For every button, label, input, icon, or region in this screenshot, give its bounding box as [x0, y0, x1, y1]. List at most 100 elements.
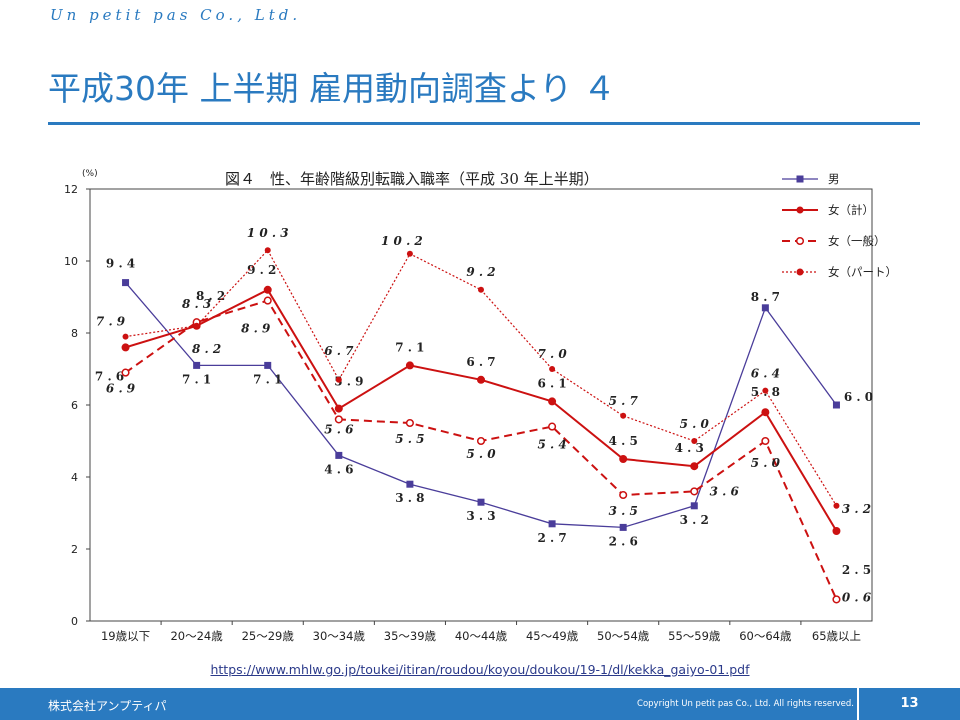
data-point: [334, 415, 343, 424]
data-label: 2 . 5: [842, 563, 871, 577]
x-tick-label: 55～59歳: [668, 629, 721, 643]
data-label: 5 . 4: [537, 438, 566, 452]
data-point: [690, 502, 698, 510]
y-tick-label: 0: [71, 615, 78, 628]
data-point: [832, 401, 840, 409]
data-point: [762, 387, 769, 394]
copyright-text: Copyright Un petit pas Co., Ltd. All rig…: [637, 699, 854, 709]
data-label: 8 . 2: [192, 342, 221, 356]
data-point: [193, 322, 200, 329]
data-point: [264, 361, 272, 369]
data-label: 3 . 2: [680, 513, 709, 527]
data-label: 9 . 2: [466, 265, 495, 279]
plot-frame: [89, 188, 873, 622]
page-number: 13: [900, 696, 919, 711]
data-point: [619, 523, 627, 531]
data-label: 2 . 7: [537, 531, 566, 545]
legend-label: 女（計）: [828, 203, 874, 217]
data-point: [406, 480, 414, 488]
x-tick-label: 30～34歳: [313, 629, 366, 643]
data-label: 7 . 0: [537, 347, 567, 361]
data-label: 6 . 9: [106, 382, 136, 396]
legend-label: 女（パート）: [828, 265, 897, 279]
x-tick-label: 20～24歳: [170, 629, 223, 643]
data-label: 6 . 0: [844, 390, 873, 404]
data-point: [549, 366, 556, 372]
data-label: 6 . 7: [466, 355, 495, 369]
data-point: [193, 361, 201, 369]
data-label: 5 . 7: [609, 394, 639, 408]
data-label: 3 . 8: [395, 491, 424, 505]
line-chart: 図４ 性、年齢階級別転職入職率（平成 30 年上半期） (%) 0 2 4 6 8 10 12 1…: [64, 169, 897, 643]
data-label: 4 . 3: [675, 441, 704, 455]
data-point: [477, 498, 485, 506]
x-tick-label: 40～44歳: [455, 629, 508, 643]
data-label: 7 . 6: [95, 369, 124, 383]
series-line: [125, 249, 837, 507]
data-label: 5 . 0: [466, 447, 496, 461]
legend-marker: [795, 236, 805, 246]
data-label: 9 . 2: [247, 263, 276, 277]
data-point: [832, 527, 841, 535]
y-axis-unit: (%): [82, 169, 98, 179]
data-label: 3 . 3: [466, 509, 495, 523]
x-tick-label: 65歳以上: [812, 629, 861, 643]
data-label: 7 . 9: [96, 315, 126, 329]
source-link[interactable]: https://www.mhlw.go.jp/toukei/itiran/rou…: [210, 662, 750, 677]
data-point: [690, 487, 699, 496]
data-label: 8 . 3: [182, 297, 211, 311]
data-point: [122, 333, 129, 340]
data-label: 7 . 1: [182, 372, 211, 386]
x-tick-label: 50～54歳: [597, 629, 650, 643]
data-label: 6 . 4: [751, 367, 780, 381]
data-point: [334, 404, 343, 413]
data-label: 4 . 6: [324, 462, 353, 476]
company-name: 株式会社アンプティパ: [48, 699, 167, 713]
y-tick-label: 4: [71, 471, 78, 484]
data-label: 3 . 2: [842, 502, 871, 516]
data-point: [690, 462, 699, 471]
x-tick-label: 25～29歳: [242, 629, 295, 643]
data-point: [122, 279, 130, 287]
footer-divider: [857, 688, 859, 720]
data-label: 3 . 6: [710, 484, 740, 498]
y-tick-label: 6: [71, 399, 78, 412]
title-underline: [48, 122, 920, 125]
data-point: [406, 250, 413, 257]
data-label: 0 . 6: [842, 590, 872, 604]
data-label: 4 . 5: [609, 434, 638, 448]
legend-label: 女（一般）: [828, 234, 886, 248]
data-label: 3 . 5: [609, 504, 638, 518]
data-point: [619, 490, 628, 500]
data-point: [335, 376, 342, 383]
x-tick-label: 45～49歳: [526, 629, 579, 643]
y-tick-label: 2: [71, 543, 78, 556]
data-label: 6 . 1: [537, 376, 566, 390]
x-tick-label: 35～39歳: [384, 629, 437, 643]
data-point: [477, 375, 485, 384]
data-label: 8 . 2: [196, 289, 225, 303]
data-label: 8 . 7: [751, 290, 780, 304]
data-point: [405, 361, 414, 370]
x-tick-label: 60～64歳: [739, 629, 792, 643]
data-point: [548, 520, 556, 528]
data-label: 5 . 6: [324, 422, 354, 436]
data-point: [548, 422, 557, 431]
data-label: 7 . 1: [395, 340, 424, 354]
data-point: [263, 296, 272, 305]
data-point: [263, 285, 272, 294]
data-point: [761, 408, 770, 417]
footer-bar: 株式会社アンプティパ Copyright Un petit pas Co., L…: [0, 688, 960, 720]
page-title: 平成30年 上半期 雇用動向調査より ４: [48, 69, 616, 108]
legend-marker: [796, 206, 804, 214]
data-point: [335, 451, 343, 459]
data-label: 9 . 4: [106, 257, 135, 271]
data-point: [691, 438, 698, 444]
data-label: 5 . 5: [395, 432, 424, 446]
legend-marker: [796, 268, 804, 276]
y-tick-label: 10: [64, 255, 78, 268]
y-tick-label: 12: [64, 183, 78, 196]
data-label: 5 . 0: [751, 456, 781, 470]
data-point: [478, 286, 484, 293]
data-point: [761, 304, 769, 312]
